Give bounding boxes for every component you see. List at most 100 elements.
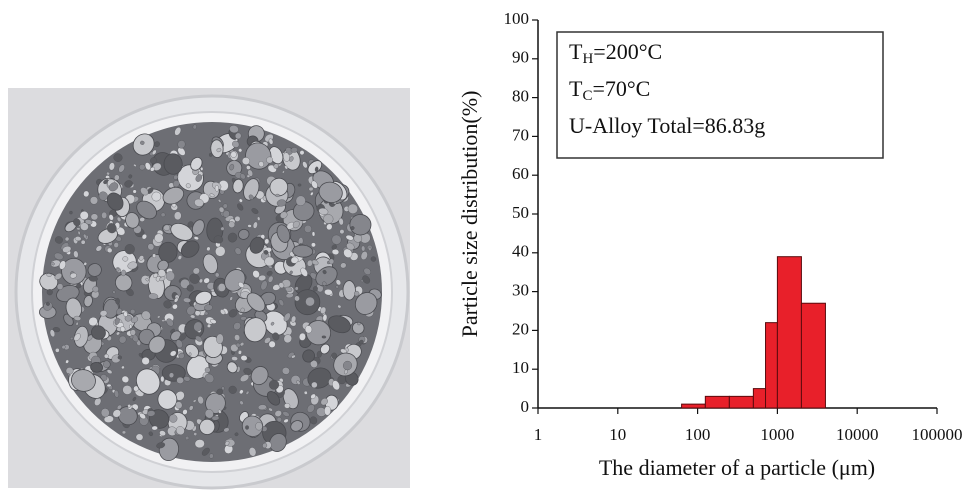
granule (135, 368, 161, 395)
granule (312, 286, 318, 292)
granule (300, 267, 308, 277)
granule (304, 325, 313, 334)
granule (88, 275, 98, 282)
granule (170, 350, 177, 357)
granule (318, 207, 329, 215)
granule (246, 292, 266, 312)
granule (140, 187, 149, 196)
granule (173, 174, 179, 180)
bar (765, 322, 778, 409)
granule (178, 333, 187, 341)
granule (260, 280, 268, 291)
granule (88, 317, 98, 326)
granule (188, 352, 192, 357)
granule (352, 321, 365, 335)
sample-photo (8, 88, 410, 490)
y-tick-label: 70 (512, 125, 529, 144)
granule (183, 376, 191, 382)
granule (178, 352, 185, 359)
granule (339, 229, 345, 234)
granule (276, 199, 287, 207)
granule (71, 369, 96, 392)
granule (305, 296, 315, 307)
annotation-subscript: H (582, 51, 593, 67)
granule (106, 223, 117, 234)
granule (229, 125, 239, 134)
granule (368, 247, 372, 251)
granule (274, 410, 282, 417)
granule (278, 282, 285, 289)
granule (193, 321, 203, 332)
granule (89, 196, 98, 205)
granule (39, 272, 59, 291)
y-axis-label: Particle size distribution(%) (457, 91, 482, 338)
granule (331, 352, 338, 359)
granule (116, 216, 122, 222)
granule (314, 166, 319, 172)
y-tick-label: 0 (521, 397, 530, 416)
granule (106, 369, 113, 374)
granule (138, 255, 144, 261)
bar (800, 302, 826, 409)
granule (139, 413, 146, 420)
granule (147, 243, 155, 251)
granule (264, 256, 275, 267)
granule (346, 242, 355, 251)
granule (190, 314, 196, 319)
granule (79, 211, 89, 220)
granule (296, 380, 301, 385)
granule (335, 285, 339, 289)
granule (185, 436, 190, 440)
granule (297, 183, 302, 187)
granule (310, 191, 314, 196)
annotation-text: =200°C (593, 39, 662, 64)
granule (311, 242, 316, 248)
granule (331, 249, 340, 255)
y-tick-label: 90 (512, 48, 529, 67)
granule (228, 309, 238, 318)
granule (275, 193, 280, 197)
granule (139, 217, 145, 222)
granule (294, 295, 300, 302)
granule (151, 191, 162, 202)
granule (193, 236, 199, 240)
bar (704, 395, 730, 409)
histogram-chart: Particle size distribution(%) The diamet… (457, 9, 962, 480)
granule (358, 339, 364, 345)
granule (206, 246, 211, 251)
granule (76, 227, 81, 231)
granule (214, 272, 220, 278)
granule (349, 214, 372, 236)
granule (203, 277, 210, 284)
granule (101, 211, 107, 219)
granule (124, 244, 135, 255)
granule (239, 400, 244, 405)
granule (107, 247, 113, 253)
granule (223, 406, 227, 410)
granule (192, 124, 197, 130)
granule (123, 311, 128, 317)
granule (99, 310, 108, 317)
granule (210, 139, 224, 158)
granule (308, 186, 314, 192)
granule (185, 183, 191, 189)
granule (183, 297, 191, 303)
granule (210, 319, 217, 324)
granule (264, 238, 270, 245)
granule (172, 303, 178, 310)
x-tick-label: 10 (609, 425, 626, 444)
granule (117, 355, 122, 360)
granule (299, 332, 306, 341)
granule (151, 425, 158, 431)
y-tick-label: 30 (512, 281, 529, 300)
granule (83, 190, 90, 198)
granule (320, 306, 327, 314)
granule (273, 163, 279, 169)
granule (159, 430, 166, 436)
granule (186, 284, 194, 292)
y-tick-label: 60 (512, 164, 529, 183)
granule (247, 224, 252, 228)
annotation-text: T (569, 76, 583, 101)
granule (264, 337, 271, 344)
granule (195, 174, 203, 182)
